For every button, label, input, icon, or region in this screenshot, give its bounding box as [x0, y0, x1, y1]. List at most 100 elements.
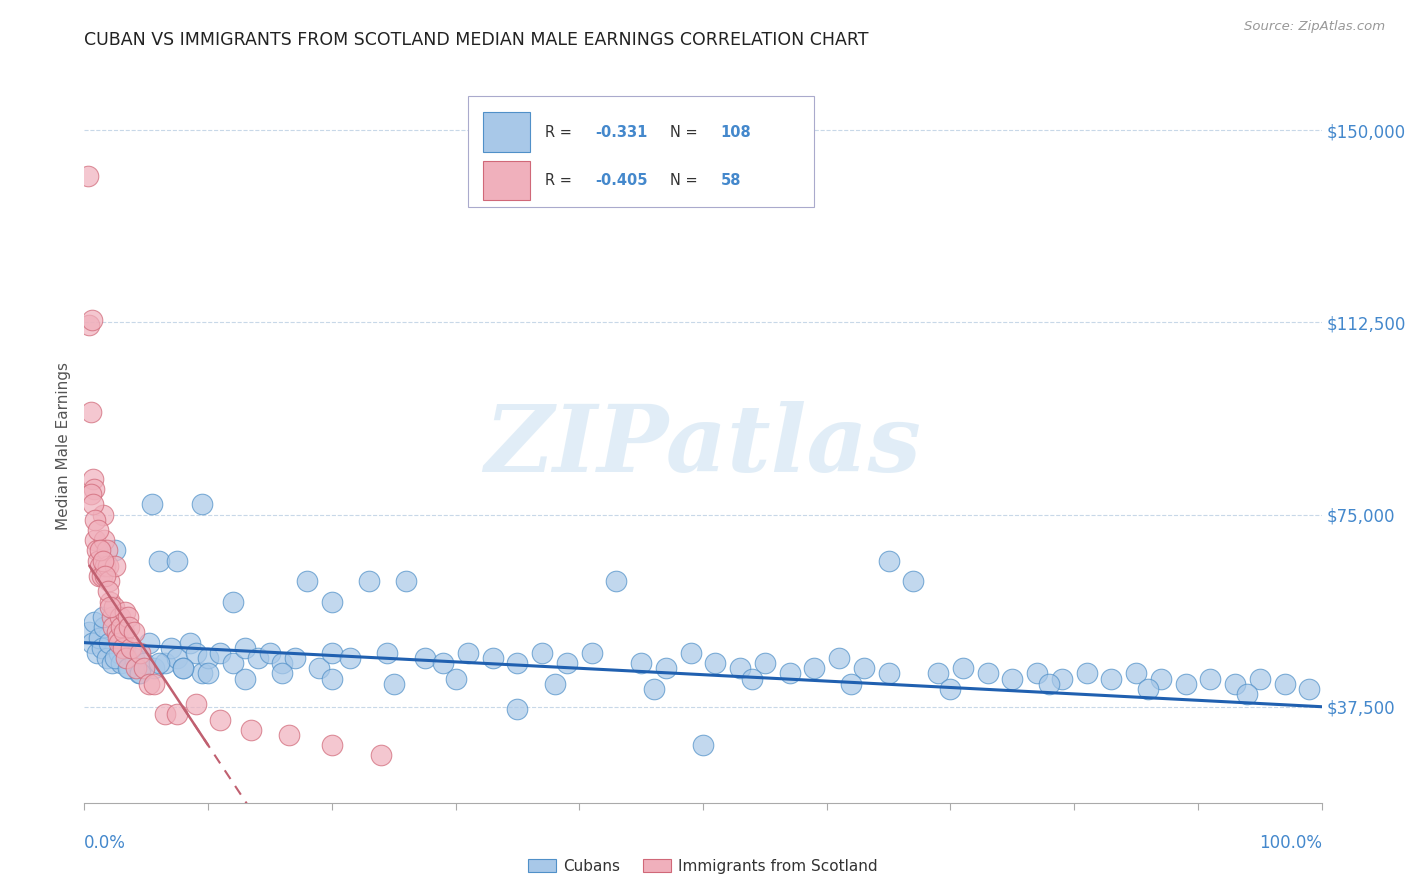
Point	[97, 584, 120, 599]
Legend: Cubans, Immigrants from Scotland: Cubans, Immigrants from Scotland	[522, 853, 884, 880]
Point	[259, 646, 281, 660]
FancyBboxPatch shape	[482, 112, 530, 152]
Text: -0.331: -0.331	[595, 125, 648, 139]
Point	[79, 318, 101, 332]
Point	[655, 661, 678, 675]
Point	[779, 666, 801, 681]
Point	[432, 656, 454, 670]
Point	[122, 651, 145, 665]
Point	[704, 656, 727, 670]
Point	[153, 656, 176, 670]
Point	[184, 646, 207, 660]
Point	[741, 672, 763, 686]
Point	[101, 620, 124, 634]
Text: Source: ZipAtlas.com: Source: ZipAtlas.com	[1244, 20, 1385, 33]
Point	[877, 554, 900, 568]
Point	[111, 640, 134, 655]
Point	[83, 615, 105, 629]
Text: N =: N =	[669, 125, 702, 139]
Point	[100, 610, 122, 624]
Point	[166, 554, 188, 568]
Point	[110, 656, 132, 670]
Text: 108: 108	[720, 125, 751, 139]
Point	[852, 661, 875, 675]
Point	[108, 635, 131, 649]
Point	[321, 738, 343, 752]
Text: R =: R =	[544, 125, 576, 139]
Point	[1026, 666, 1049, 681]
Point	[89, 631, 111, 645]
Point	[1038, 676, 1060, 690]
Point	[1249, 672, 1271, 686]
Point	[191, 497, 214, 511]
Point	[531, 646, 554, 660]
Point	[172, 661, 194, 675]
Point	[166, 651, 188, 665]
Point	[209, 646, 232, 660]
Point	[84, 513, 107, 527]
Point	[222, 595, 245, 609]
Point	[84, 533, 107, 548]
Point	[129, 666, 152, 681]
Point	[209, 713, 232, 727]
Point	[841, 676, 863, 690]
Point	[98, 599, 121, 614]
Point	[114, 605, 136, 619]
Point	[94, 558, 117, 573]
Point	[754, 656, 776, 670]
Point	[87, 554, 110, 568]
Point	[1150, 672, 1173, 686]
Point	[96, 651, 118, 665]
Point	[308, 661, 330, 675]
Point	[295, 574, 318, 589]
Point	[939, 681, 962, 696]
FancyBboxPatch shape	[468, 96, 814, 207]
Point	[184, 697, 207, 711]
Point	[93, 533, 115, 548]
Point	[98, 635, 121, 649]
Point	[506, 656, 529, 670]
Point	[233, 672, 256, 686]
Point	[197, 651, 219, 665]
Point	[1050, 672, 1073, 686]
Point	[339, 651, 361, 665]
Point	[197, 666, 219, 681]
Point	[142, 676, 165, 690]
Point	[79, 405, 101, 419]
Point	[141, 497, 163, 511]
Point	[117, 610, 139, 624]
Point	[103, 599, 125, 614]
Point	[83, 482, 105, 496]
Point	[395, 574, 418, 589]
Point	[284, 651, 307, 665]
Point	[271, 656, 294, 670]
Point	[110, 620, 132, 634]
Point	[160, 640, 183, 655]
Point	[77, 169, 100, 184]
Point	[877, 666, 900, 681]
Point	[86, 646, 108, 660]
Point	[1174, 676, 1197, 690]
Point	[115, 651, 138, 665]
Point	[104, 543, 127, 558]
Point	[630, 656, 652, 670]
Point	[79, 487, 101, 501]
Point	[927, 666, 949, 681]
Point	[828, 651, 851, 665]
Point	[80, 313, 103, 327]
Point	[976, 666, 998, 681]
Point	[382, 676, 405, 690]
Point	[1099, 672, 1122, 686]
Point	[91, 554, 114, 568]
Point	[96, 543, 118, 558]
Point	[90, 640, 112, 655]
Point	[1137, 681, 1160, 696]
Point	[132, 661, 155, 675]
Point	[728, 661, 751, 675]
Point	[132, 656, 155, 670]
Text: -0.405: -0.405	[595, 173, 648, 188]
Point	[87, 523, 110, 537]
Point	[803, 661, 825, 675]
Point	[118, 661, 141, 675]
Text: CUBAN VS IMMIGRANTS FROM SCOTLAND MEDIAN MALE EARNINGS CORRELATION CHART: CUBAN VS IMMIGRANTS FROM SCOTLAND MEDIAN…	[84, 31, 869, 49]
